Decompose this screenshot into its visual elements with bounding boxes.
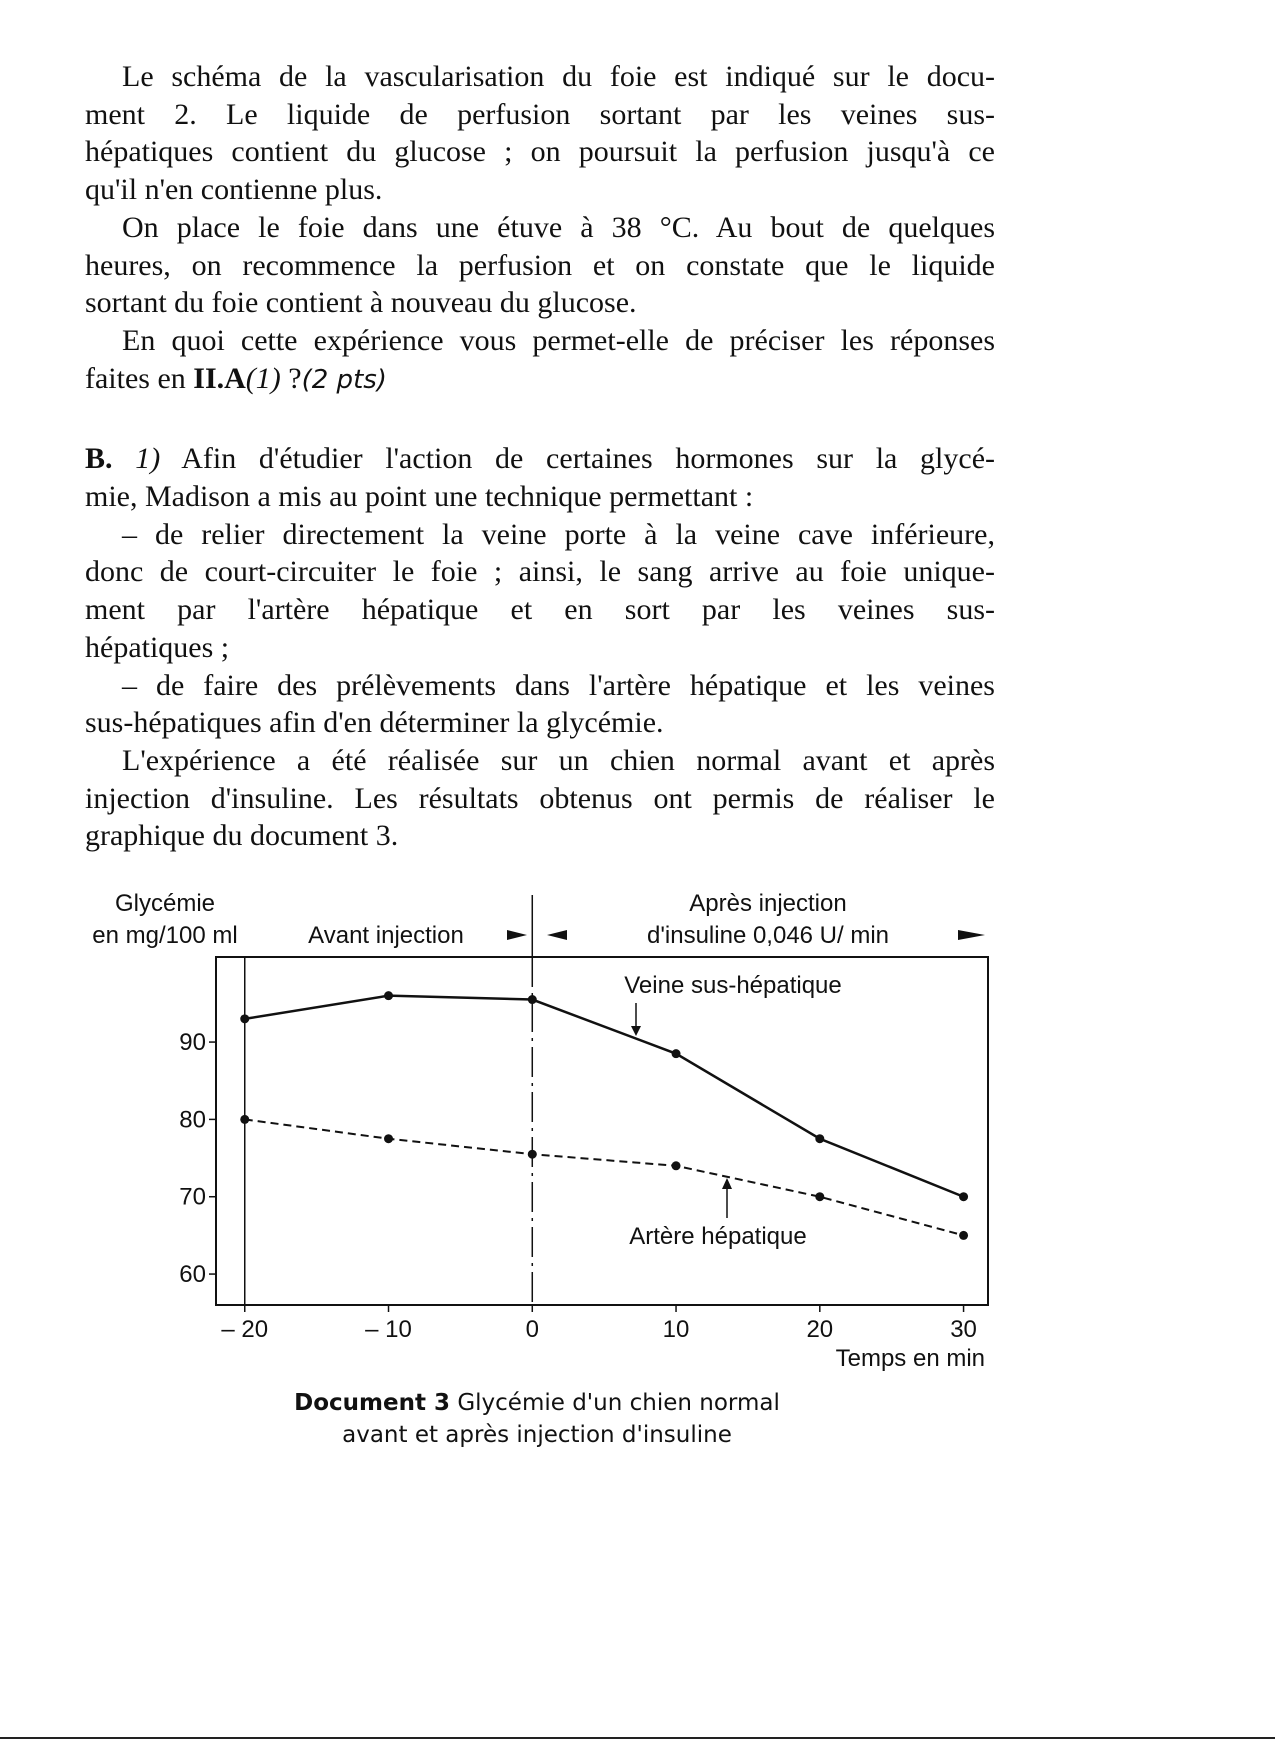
arrow-right-icon <box>507 930 527 940</box>
text-segment: Afin d'étudier l'action de certaines hor… <box>160 442 996 476</box>
data-point <box>527 995 537 1005</box>
data-point <box>671 1049 681 1059</box>
caption-doc-number: Document 3 <box>294 1390 450 1416</box>
text-line: ment 2. Le liquide de perfusion sortant … <box>85 97 995 131</box>
data-point <box>240 1114 250 1124</box>
y-tick-label: 80 <box>179 1106 206 1133</box>
data-point <box>815 1192 825 1202</box>
caption-line1: Document 3 Glycémie d'un chien normal <box>294 1390 780 1416</box>
text-line: ment par l'artère hépatique et en sort p… <box>85 593 995 627</box>
label-veine: Veine sus-hépatique <box>624 972 842 999</box>
body-text: Le schéma de la vascularisation du foie … <box>85 58 995 855</box>
caption-title: Glycémie d'un chien normal <box>450 1390 780 1416</box>
text-line: injection d'insuline. Les résultats obte… <box>85 781 995 815</box>
paragraph-2: On place le foie dans une étuve à 38 °C.… <box>85 209 995 322</box>
text-line: En quoi cette expérience vous permet-ell… <box>122 323 995 357</box>
text-line: donc de court-circuiter le foie ; ainsi,… <box>85 555 995 589</box>
arrow-up-icon <box>722 1178 732 1189</box>
question-ref: II.A <box>193 361 246 395</box>
text-line: – de relier directement la veine porte à… <box>122 517 995 551</box>
series-line-veine <box>244 994 965 1198</box>
data-point <box>527 1149 537 1159</box>
text-line: Le schéma de la vascularisation du foie … <box>122 60 995 93</box>
y-axis-label-line2: en mg/100 ml <box>92 922 237 949</box>
data-point <box>959 1192 969 1202</box>
text-line: On place le foie dans une étuve à 38 °C.… <box>122 210 995 244</box>
y-tick-label: 70 <box>179 1184 206 1211</box>
section-b: B. 1) Afin d'étudier l'action de certain… <box>85 440 995 855</box>
x-tick-label: 0 <box>526 1316 539 1343</box>
text-line: sus-hépatiques afin d'en déterminer la g… <box>85 706 664 740</box>
text-line: graphique du document 3. <box>85 819 399 853</box>
data-point <box>959 1230 969 1240</box>
text-line: – de faire des prélèvements dans l'artèr… <box>122 668 995 702</box>
series-line-artere <box>244 1118 964 1237</box>
data-point <box>384 1134 394 1144</box>
x-tick-label: – 10 <box>365 1316 412 1343</box>
page-bottom-rule <box>0 1737 1275 1739</box>
text-line: hépatiques contient du glucose ; on pour… <box>85 135 995 169</box>
paragraph-3: En quoi cette expérience vous permet-ell… <box>85 322 995 399</box>
text-line: heures, on recommence la perfusion et on… <box>85 248 995 282</box>
data-point <box>240 1014 250 1024</box>
y-tick-label: 60 <box>179 1261 206 1288</box>
arrow-down-icon <box>631 1026 641 1036</box>
paragraph-1: Le schéma de la vascularisation du foie … <box>85 58 995 209</box>
x-tick-label: 20 <box>806 1316 833 1343</box>
y-axis-label-line1: Glycémie <box>115 890 215 917</box>
y-tick-label: 90 <box>179 1029 206 1056</box>
question-ref-number: (1) <box>245 361 281 395</box>
text-line: hépatiques ; <box>85 630 230 664</box>
phase-after-label-line2: d'insuline 0,046 U/ min <box>647 922 889 949</box>
data-point <box>384 991 394 1001</box>
text-segment: ? <box>280 361 302 395</box>
x-tick-label: 30 <box>950 1316 977 1343</box>
section-label: B. <box>85 442 113 476</box>
x-tick-label: 10 <box>663 1316 690 1343</box>
handwritten-note: (2 pts) <box>301 364 387 395</box>
label-artere: Artère hépatique <box>629 1223 806 1250</box>
caption-line2: avant et après injection d'insuline <box>342 1422 732 1448</box>
text-line: L'expérience a été réalisée sur un chien… <box>122 743 995 777</box>
text-line: sortant du foie contient à nouveau du gl… <box>85 286 637 320</box>
phase-after-label-line1: Après injection <box>689 890 846 917</box>
data-point <box>815 1134 825 1144</box>
x-tick-label: – 20 <box>221 1316 268 1343</box>
text-line: qu'il n'en contienne plus. <box>85 173 383 207</box>
text-line: B. 1) Afin d'étudier l'action de certain… <box>85 440 995 478</box>
text-line: faites en II.A(1) ?(2 pts) <box>85 360 995 400</box>
plot-frame <box>215 956 989 1306</box>
data-point <box>671 1161 681 1171</box>
arrow-right-icon <box>958 930 985 940</box>
arrow-left-icon <box>547 930 567 940</box>
text-segment: faites en <box>85 361 194 395</box>
question-number: 1) <box>135 442 161 476</box>
text-line: mie, Madison a mis au point une techniqu… <box>85 480 754 514</box>
x-axis-label: Temps en min <box>836 1345 985 1372</box>
phase-before-label: Avant injection <box>308 922 464 949</box>
